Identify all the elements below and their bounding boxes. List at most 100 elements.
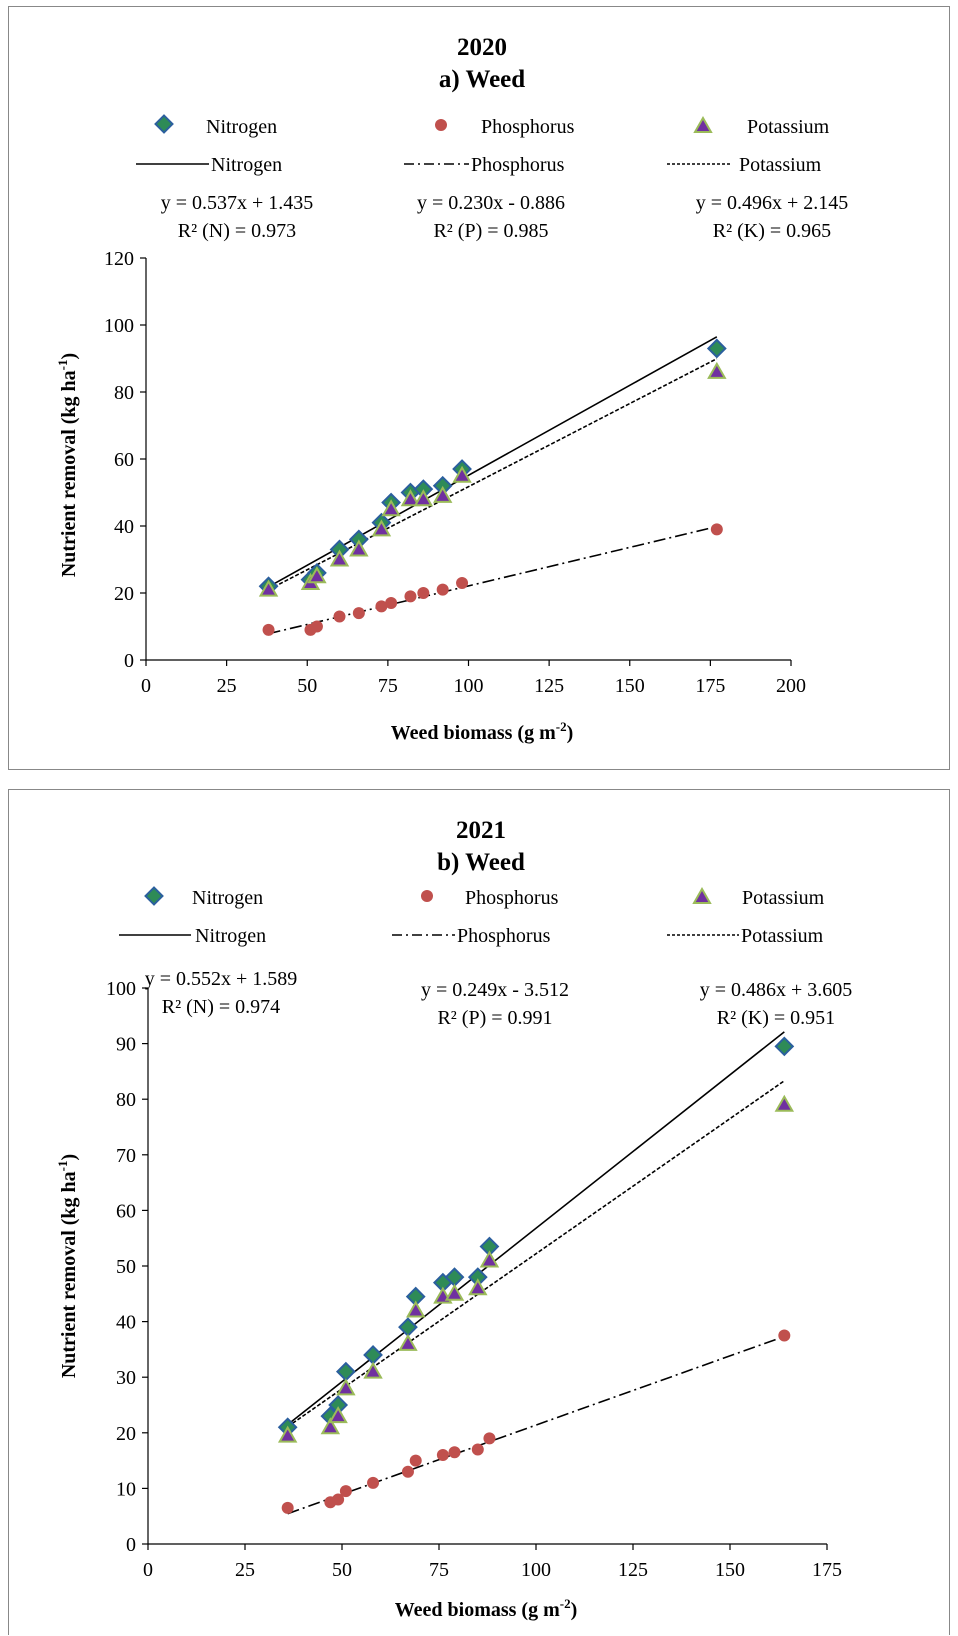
x-tick-label: 50 (332, 1559, 352, 1581)
data-point-potassium (258, 579, 279, 597)
y-tick-label: 70 (116, 1145, 136, 1167)
data-point-potassium (381, 499, 401, 517)
x-tick-label: 75 (429, 1559, 449, 1581)
x-tick-label: 0 (141, 675, 151, 697)
y-tick-label: 80 (116, 1089, 136, 1111)
legend-line-potassium: Potassium (667, 925, 824, 947)
legend-line-phosphorus: Phosphorus (392, 925, 551, 947)
data-point-potassium (320, 1417, 341, 1435)
data-point-phosphorus (409, 1454, 422, 1467)
r2-nitrogen: R² (N) = 0.974 (162, 996, 280, 1018)
plot-area-2021: 0 10 20 30 40 50 60 70 80 90 100 0 25 50 75 100 125 150 17… (106, 978, 842, 1581)
data-point-nitrogen (706, 338, 727, 359)
x-tick-label: 125 (534, 675, 564, 697)
chart-year-title: 2020 (457, 34, 507, 61)
legend-marker-phosphorus: Phosphorus (435, 116, 575, 138)
x-tick-label: 175 (812, 1559, 842, 1581)
svg-text:Nitrogen: Nitrogen (195, 925, 266, 947)
x-tick-label: 100 (454, 675, 484, 697)
data-point-nitrogen (329, 539, 350, 560)
plot-area-2020: 0 20 40 60 80 100 120 0 25 50 75 100 125 150 175 200 (104, 248, 806, 697)
data-point-potassium (707, 361, 727, 379)
y-tick-label: 20 (116, 1423, 136, 1445)
data-point-phosphorus (471, 1443, 484, 1456)
data-point-phosphorus (710, 523, 723, 536)
data-point-nitrogen (774, 1036, 795, 1057)
svg-text:Potassium: Potassium (742, 887, 825, 909)
data-point-phosphorus (417, 587, 430, 599)
data-point-phosphorus (436, 1449, 449, 1462)
r2-nitrogen: R² (N) = 0.973 (178, 220, 296, 242)
x-tick-label: 100 (521, 1559, 551, 1581)
data-point-potassium (432, 485, 453, 503)
x-tick-label: 150 (615, 675, 645, 697)
x-tick-label: 125 (618, 1559, 648, 1581)
data-point-potassium (328, 1406, 348, 1424)
chart-svg-2020: 2020 a) Weed Nitrogen Phosphorus Potassi… (55, 34, 848, 744)
data-point-potassium (452, 465, 472, 483)
y-tick-label: 0 (126, 1534, 136, 1556)
x-axis-label: Weed biomass (g m-2) (395, 1596, 578, 1621)
data-point-potassium (277, 1425, 298, 1443)
x-tick-label: 0 (143, 1559, 153, 1581)
data-point-potassium (479, 1250, 500, 1268)
y-tick-label: 90 (116, 1034, 136, 1056)
x-axis-label: Weed biomass (g m-2) (391, 719, 574, 744)
svg-text:Nitrogen: Nitrogen (206, 116, 277, 138)
svg-text:Phosphorus: Phosphorus (481, 116, 575, 138)
data-point-phosphorus (339, 1485, 352, 1498)
data-point-nitrogen (348, 529, 369, 550)
y-tick-label: 30 (116, 1367, 136, 1389)
legend-marker-potassium: Potassium (692, 886, 825, 909)
data-point-nitrogen (467, 1267, 488, 1288)
r2-potassium: R² (K) = 0.951 (717, 1007, 835, 1029)
data-point-nitrogen (432, 475, 453, 496)
legend-line-phosphorus: Phosphorus (404, 154, 565, 176)
data-point-potassium (307, 566, 327, 584)
data-point-potassium (774, 1094, 795, 1112)
data-point-phosphorus (401, 1465, 414, 1478)
y-tick-label: 0 (124, 650, 134, 672)
x-tick-label: 150 (715, 1559, 745, 1581)
y-tick-label: 80 (114, 382, 134, 404)
equation-nitrogen: y = 0.537x + 1.435 (161, 192, 314, 214)
data-point-potassium (349, 539, 369, 557)
equation-phosphorus: y = 0.249x - 3.512 (421, 979, 569, 1001)
y-axis-label: Nutrient removal (kg ha-1) (55, 353, 80, 577)
data-point-nitrogen (335, 1361, 356, 1382)
data-point-nitrogen (405, 1286, 426, 1307)
legend-line-nitrogen: Nitrogen (136, 154, 282, 176)
data-point-nitrogen (398, 1317, 418, 1338)
data-point-phosphorus (262, 623, 275, 636)
data-point-nitrogen (479, 1236, 500, 1257)
y-tick-label: 60 (116, 1200, 136, 1222)
x-tick-label: 50 (297, 675, 317, 697)
x-tick-label: 25 (235, 1559, 255, 1581)
data-point-phosphorus (333, 610, 346, 623)
y-tick-label: 20 (114, 583, 134, 605)
legend-marker-potassium: Potassium (693, 115, 830, 138)
chart-panel-2020: 2020 a) Weed Nitrogen Phosphorus Potassi… (8, 6, 950, 770)
y-tick-label: 120 (104, 248, 134, 270)
data-point-phosphorus (456, 576, 469, 589)
data-point-potassium (400, 489, 421, 507)
svg-text:Phosphorus: Phosphorus (465, 887, 559, 909)
y-tick-label: 100 (104, 315, 134, 337)
legend-line-nitrogen: Nitrogen (119, 925, 266, 947)
data-point-phosphorus (310, 620, 323, 633)
legend-marker-nitrogen: Nitrogen (154, 114, 277, 138)
y-tick-label: 100 (106, 978, 136, 1000)
svg-text:Nitrogen: Nitrogen (211, 154, 282, 176)
legend-line-potassium: Potassium (667, 154, 822, 176)
y-tick-label: 10 (116, 1478, 136, 1500)
data-point-potassium (398, 1333, 418, 1351)
y-tick-label: 50 (116, 1256, 136, 1278)
y-tick-label: 40 (116, 1312, 136, 1334)
y-tick-label: 40 (114, 516, 134, 538)
data-point-potassium (363, 1361, 383, 1379)
data-point-phosphorus (352, 607, 365, 620)
svg-text:Potassium: Potassium (741, 925, 824, 947)
chart-panel-2021: 2021 b) Weed Nitrogen Phosphorus Potassi… (8, 789, 950, 1635)
chart-svg-2021: 2021 b) Weed Nitrogen Phosphorus Potassi… (55, 817, 852, 1621)
data-point-potassium (329, 549, 350, 567)
